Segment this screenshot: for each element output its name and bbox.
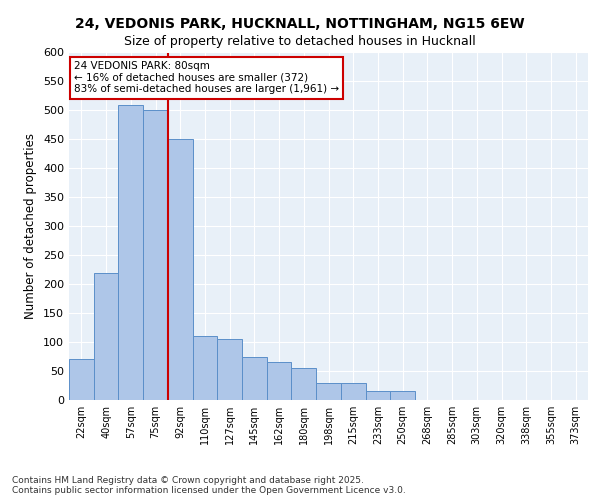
Bar [242,356,267,400]
Bar [217,339,242,400]
Text: Size of property relative to detached houses in Hucknall: Size of property relative to detached ho… [124,35,476,48]
Text: 24 VEDONIS PARK: 80sqm
← 16% of detached houses are smaller (372)
83% of semi-de: 24 VEDONIS PARK: 80sqm ← 16% of detached… [74,61,340,94]
Bar [94,272,118,400]
Bar [292,368,316,400]
Bar [69,360,94,400]
Bar [193,336,217,400]
Bar [168,140,193,400]
Bar [341,382,365,400]
Text: 24, VEDONIS PARK, HUCKNALL, NOTTINGHAM, NG15 6EW: 24, VEDONIS PARK, HUCKNALL, NOTTINGHAM, … [75,18,525,32]
Text: Contains HM Land Registry data © Crown copyright and database right 2025.
Contai: Contains HM Land Registry data © Crown c… [12,476,406,495]
Bar [143,110,168,400]
Bar [390,392,415,400]
Bar [267,362,292,400]
Bar [118,104,143,400]
Bar [316,382,341,400]
Bar [365,392,390,400]
Y-axis label: Number of detached properties: Number of detached properties [25,133,37,320]
